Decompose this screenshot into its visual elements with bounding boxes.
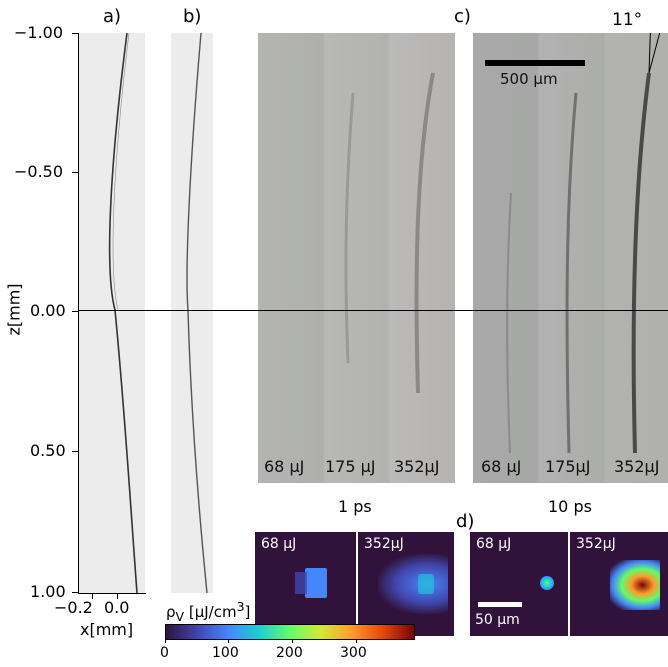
photo-10ps-label-68: 68 µJ [481, 457, 522, 476]
colorbar-tick-100 [228, 639, 229, 643]
panel-b-plot [171, 33, 213, 593]
colorbar-tick-label-300: 300 [340, 645, 367, 661]
inset-1ps-68-label: 68 µJ [261, 536, 297, 552]
inset-10ps-68: 68 µJ 50 µm [470, 532, 568, 636]
photo-10ps-label-352: 352µJ [614, 457, 660, 476]
scale-bar-50-label: 50 µm [475, 612, 520, 628]
ytick-mark-0 [72, 33, 78, 34]
photo-1ps-tracks [344, 72, 435, 394]
ytick-label-1: −0.50 [14, 162, 64, 181]
colorbar-tick-label-0: 0 [160, 645, 169, 661]
panel-a-curve [108, 33, 138, 593]
y-axis-label: z[mm] [4, 283, 24, 336]
panel-b-curve [186, 33, 208, 593]
scale-bar-500 [485, 60, 585, 66]
photo-1ps-caption: 1 ps [338, 497, 372, 516]
photo-10ps-tracks [506, 33, 661, 454]
scale-bar-500-label: 500 µm [500, 70, 558, 88]
angle-label: 11° [612, 10, 643, 30]
photo-1ps-label-68: 68 µJ [264, 457, 305, 476]
colorbar-tick-label-200: 200 [276, 645, 303, 661]
panel-label-a: a) [103, 6, 122, 27]
x-axis-label: x[mm] [80, 620, 134, 639]
ytick-mark-2 [72, 311, 78, 312]
photo-10ps-caption: 10 ps [548, 497, 592, 516]
ytick-label-4: 1.00 [30, 582, 66, 601]
xtick-label-1: 0.0 [104, 598, 130, 617]
ytick-label-2: 0.00 [30, 301, 66, 320]
colorbar-tick-0 [165, 639, 166, 643]
panel-label-c: c) [454, 6, 471, 27]
z-zero-line [79, 310, 668, 311]
inset-10ps-68-label: 68 µJ [476, 536, 512, 552]
photo-10ps: 500 µm 68 µJ 175µJ 352µJ [473, 33, 668, 483]
x-axis-line [78, 593, 146, 594]
inset-1ps-68: 68 µJ [255, 532, 356, 636]
colorbar [165, 624, 415, 640]
xtick-mark-0 [92, 594, 93, 599]
colorbar-label: ρV [µJ/cm3] [166, 599, 251, 624]
photo-1ps: 68 µJ 175 µJ 352µJ [258, 33, 455, 483]
xtick-mark-1 [117, 594, 118, 599]
ytick-label-3: 0.50 [30, 441, 66, 460]
y-axis-line [78, 33, 79, 593]
scale-bar-50 [478, 602, 522, 607]
ytick-mark-4 [72, 592, 78, 593]
inset-10ps-352: 352µJ [570, 532, 668, 636]
ytick-mark-3 [72, 451, 78, 452]
inset-1ps-352: 352µJ [358, 532, 454, 636]
colorbar-tick-200 [292, 639, 293, 643]
ytick-label-0: −1.00 [14, 23, 64, 42]
photo-1ps-label-175: 175 µJ [325, 457, 376, 476]
panel-a-plot [79, 33, 145, 593]
xtick-label-0: −0.2 [54, 598, 93, 617]
photo-1ps-label-352: 352µJ [394, 457, 440, 476]
panel-label-d: d) [456, 511, 475, 532]
ytick-mark-1 [72, 172, 78, 173]
colorbar-tick-label-100: 100 [212, 645, 239, 661]
colorbar-tick-300 [356, 639, 357, 643]
photo-10ps-label-175: 175µJ [545, 457, 591, 476]
inset-10ps-352-label: 352µJ [576, 536, 616, 552]
inset-1ps-352-label: 352µJ [364, 536, 404, 552]
panel-label-b: b) [183, 6, 202, 27]
